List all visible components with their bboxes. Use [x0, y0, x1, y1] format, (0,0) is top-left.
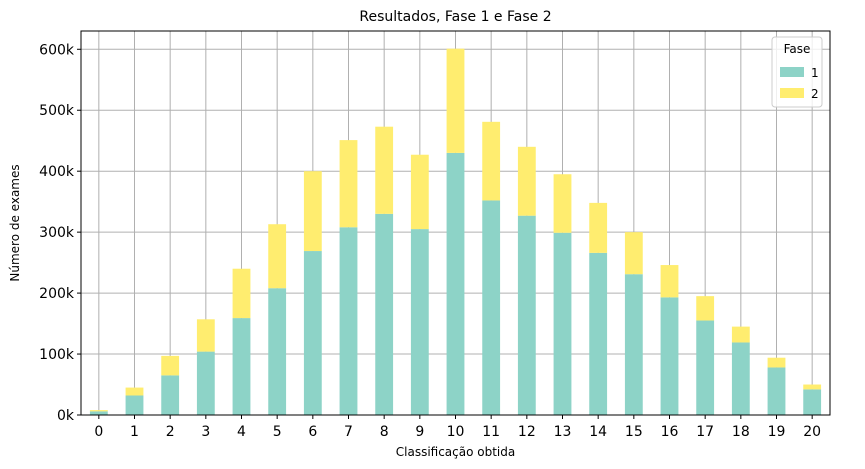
- x-tick-label-18: 18: [732, 424, 750, 440]
- bars: [89, 48, 822, 415]
- bar-fase-2-18: [731, 326, 750, 343]
- bar-fase-2-10: [446, 48, 465, 153]
- bar-fase-1-8: [375, 213, 394, 415]
- bar-fase-2-17: [696, 296, 715, 321]
- x-tick-label-2: 2: [166, 424, 175, 440]
- legend-title: Fase: [784, 42, 811, 56]
- bar-fase-2-4: [232, 268, 251, 319]
- bar-fase-1-9: [410, 229, 429, 415]
- bar-fase-1-16: [660, 297, 679, 415]
- legend-swatch-fase-1: [780, 67, 804, 77]
- bar-fase-1-0: [89, 411, 108, 415]
- y-tick-label-4: 400k: [39, 164, 75, 180]
- bar-fase-2-0: [89, 410, 108, 412]
- x-tick-label-9: 9: [415, 424, 424, 440]
- legend-swatch-fase-2: [780, 88, 804, 98]
- x-tick-label-4: 4: [237, 424, 246, 440]
- x-tick-label-14: 14: [589, 424, 607, 440]
- bar-fase-1-5: [268, 288, 287, 415]
- x-tick-label-0: 0: [94, 424, 103, 440]
- bar-fase-1-6: [303, 251, 322, 415]
- bar-fase-1-7: [339, 227, 358, 415]
- bar-fase-2-7: [339, 140, 358, 228]
- x-tick-label-10: 10: [447, 424, 465, 440]
- bar-fase-1-17: [696, 320, 715, 415]
- x-tick-label-6: 6: [308, 424, 317, 440]
- y-axis: 0k 100k 200k 300k 400k 500k 600k: [39, 42, 81, 424]
- bar-fase-1-18: [731, 342, 750, 415]
- legend: Fase 1 2: [771, 36, 823, 108]
- x-tick-label-1: 1: [130, 424, 139, 440]
- x-tick-label-11: 11: [482, 424, 500, 440]
- bar-fase-1-3: [196, 351, 215, 415]
- bar-fase-1-19: [767, 367, 786, 415]
- x-tick-label-17: 17: [696, 424, 714, 440]
- bar-fase-1-14: [589, 252, 608, 415]
- x-tick-label-15: 15: [625, 424, 643, 440]
- bar-fase-1-1: [125, 395, 144, 415]
- bar-fase-1-10: [446, 152, 465, 415]
- bar-fase-1-12: [517, 215, 536, 415]
- y-tick-label-2: 200k: [39, 286, 75, 302]
- bar-fase-2-20: [803, 384, 822, 390]
- legend-label-fase-2: 2: [811, 87, 819, 101]
- bar-fase-2-8: [375, 126, 394, 214]
- x-tick-label-16: 16: [661, 424, 679, 440]
- bar-fase-1-20: [803, 389, 822, 415]
- bar-fase-2-6: [303, 171, 322, 252]
- bar-fase-2-16: [660, 265, 679, 298]
- x-tick-label-12: 12: [518, 424, 536, 440]
- x-tick-label-13: 13: [554, 424, 572, 440]
- bar-fase-2-3: [196, 319, 215, 352]
- y-tick-label-6: 600k: [39, 42, 75, 58]
- x-tick-label-19: 19: [768, 424, 786, 440]
- bar-fase-1-11: [482, 200, 501, 415]
- bar-fase-2-15: [624, 232, 643, 275]
- x-tick-label-8: 8: [380, 424, 389, 440]
- x-tick-label-3: 3: [201, 424, 210, 440]
- bar-fase-2-1: [125, 387, 144, 396]
- bar-fase-1-13: [553, 232, 572, 415]
- bar-fase-2-9: [410, 154, 429, 230]
- x-tick-label-5: 5: [273, 424, 282, 440]
- bar-fase-2-19: [767, 357, 786, 368]
- x-tick-label-20: 20: [803, 424, 821, 440]
- y-tick-label-5: 500k: [39, 103, 75, 119]
- y-axis-label: Número de exames: [8, 164, 22, 281]
- bar-fase-2-5: [268, 224, 287, 289]
- bar-fase-2-2: [161, 355, 180, 376]
- y-tick-label-1: 100k: [39, 347, 75, 363]
- x-tick-label-7: 7: [344, 424, 353, 440]
- bar-fase-1-15: [624, 274, 643, 415]
- bar-fase-2-13: [553, 174, 572, 233]
- bar-fase-1-2: [161, 375, 180, 415]
- x-axis: 0 1 2 3 4 5 6 7 8 9 10 11 12 13 14 15 16 17 18 19 20: [94, 415, 821, 440]
- y-tick-label-3: 300k: [39, 225, 75, 241]
- y-tick-label-0: 0k: [57, 408, 75, 424]
- x-axis-label: Classificação obtida: [396, 445, 516, 459]
- bar-fase-2-12: [517, 146, 536, 216]
- bar-fase-1-4: [232, 318, 251, 415]
- chart-title: Resultados, Fase 1 e Fase 2: [359, 9, 551, 25]
- legend-label-fase-1: 1: [811, 66, 819, 80]
- bar-fase-2-14: [589, 202, 608, 253]
- bar-fase-2-11: [482, 121, 501, 201]
